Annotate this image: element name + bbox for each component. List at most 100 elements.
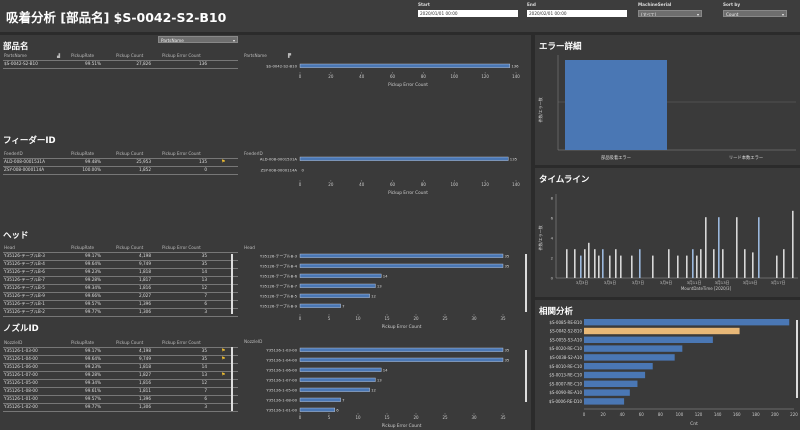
column-header[interactable]: Pickup Error Count	[162, 151, 201, 156]
table-row[interactable]: Y35126-テーブルB-2 99.77% 1,306 3	[3, 309, 238, 316]
table-row[interactable]: Y35126-テーブルB-9 99.66% 2,027 7	[3, 293, 238, 300]
cell: 13	[201, 277, 207, 282]
table-row[interactable]: Y35126-テーブルB-1 99.57% 1,396 6	[3, 301, 238, 308]
sort-icon[interactable]: ▟	[57, 53, 61, 58]
tick-label: 20	[413, 316, 419, 321]
divider	[3, 252, 238, 253]
x-axis-label: Pickup Error Count	[388, 190, 428, 196]
column-header[interactable]: Pickup Error Count	[162, 340, 201, 345]
cell: 99.34%	[85, 380, 101, 385]
table-row[interactable]: Y35126-テーブルB-6 99.23% 1,818 14	[3, 269, 238, 276]
column-header[interactable]: Pickup Count	[116, 340, 144, 345]
column-header[interactable]: Pickup Count	[116, 151, 144, 156]
cell: 12	[201, 380, 207, 385]
cell: 99.28%	[85, 277, 101, 282]
sort-icon[interactable]: ▛	[288, 53, 292, 58]
column-header[interactable]: NozzleID	[4, 340, 23, 345]
tick-label: 60	[639, 412, 645, 417]
category-label: Y35126-1-07-00	[266, 377, 297, 382]
cell: 4,198	[139, 348, 151, 353]
scrollbar[interactable]	[796, 320, 798, 398]
column-header[interactable]: Head	[4, 245, 15, 250]
divider	[3, 363, 238, 364]
timeline-chart: 件数/エラー数 0 2 4 6 8 3月3日 3月5日 3月7日 3月9日 3月11日 3月13日 3…	[537, 194, 798, 291]
data-label: 13	[377, 377, 382, 382]
tick-label: 30	[471, 316, 477, 321]
cell: 99.61%	[85, 388, 101, 393]
tick-label: 0	[583, 412, 586, 417]
table-row[interactable]: Y35126-1-02-00 99.77% 1,306 3	[3, 404, 238, 411]
column-header[interactable]: PickupRate	[71, 245, 95, 250]
cell: Y35126-1-05-00	[4, 380, 38, 385]
sort-by-select[interactable]: Count	[723, 10, 787, 17]
table-row[interactable]: ZSY-008-0000114A 100.00% 1,852 0	[3, 167, 238, 174]
table-row[interactable]: Y35126-1-04-00 99.64% 9,749 35 ⚑	[3, 356, 238, 363]
table-row[interactable]: Y35126-1-08-00 99.61% 1,811 7	[3, 388, 238, 395]
cell: 99.64%	[85, 261, 101, 266]
cell: 25,953	[136, 159, 151, 164]
category-label: $S-0013-RE-C10	[549, 373, 582, 378]
column-header[interactable]: PickupRate	[71, 340, 95, 345]
timeline-bar	[598, 255, 600, 278]
table-row[interactable]: Y35126-1-06-00 99.23% 1,818 14	[3, 364, 238, 371]
table-row[interactable]: $S-0042-S2-B10 99.51% 27,826 136	[3, 61, 238, 68]
table-row[interactable]: Y35126-テーブルB-4 99.64% 9,749 35	[3, 261, 238, 268]
column-header[interactable]: FeederID	[4, 151, 23, 156]
scrollbar[interactable]	[525, 350, 527, 402]
table-row[interactable]: Y35126-テーブルB-5 99.34% 1,816 12	[3, 285, 238, 292]
start-date-input[interactable]: 2020/01/01 00:00	[418, 10, 518, 17]
category-label: 部品吸着エラー	[601, 154, 631, 161]
y-axis-label: 件数/エラー数	[537, 97, 543, 122]
cell: 99.57%	[85, 301, 101, 306]
divider	[3, 276, 238, 277]
head-error-chart: Y35126-テーブルB-3 35 Y35126-テーブルB-4 35 Y35126-テ…	[260, 253, 510, 330]
table-row[interactable]: Y35126-1-07-00 99.28% 1,827 13 ⚑	[3, 372, 238, 379]
cell: 1,306	[139, 404, 151, 409]
cell: Y35126-1-08-00	[4, 388, 38, 393]
cell: Y35126-1-07-00	[4, 372, 38, 377]
x-axis-label: Pickup Error Count	[382, 423, 422, 429]
column-header[interactable]: Pickup Error Count	[162, 53, 201, 58]
table-row[interactable]: Y35126-1-01-00 99.57% 1,396 6	[3, 396, 238, 403]
scrollbar[interactable]	[231, 347, 233, 411]
divider	[3, 158, 238, 159]
divider	[3, 316, 238, 317]
table-row[interactable]: Y35126-1-05-00 99.34% 1,816 12	[3, 380, 238, 387]
data-label: 35	[505, 253, 510, 258]
timeline-bar	[602, 249, 604, 278]
cell: 1,852	[139, 167, 151, 172]
parts-dimension-select[interactable]: PartsName	[158, 36, 238, 43]
tick-label: 40	[620, 412, 626, 417]
cell: 99.28%	[85, 372, 101, 377]
timeline-bar	[588, 242, 590, 278]
column-header[interactable]: PickupRate	[71, 151, 95, 156]
timeline-bar	[696, 255, 698, 278]
nozzle-section-title: ノズルID	[3, 324, 39, 334]
scrollbar[interactable]	[525, 254, 527, 312]
category-label: ALD-008-0001531A	[260, 156, 298, 161]
y-axis-label: 件数/エラー数	[537, 225, 543, 250]
table-row[interactable]: Y35126-1-03-00 99.17% 4,198 35 ⚑	[3, 348, 238, 355]
column-header[interactable]: Pickup Error Count	[162, 245, 201, 250]
column-header[interactable]: Pickup Count	[116, 53, 144, 58]
machine-serial-select[interactable]: (すべて)	[638, 10, 702, 17]
tick-label: 3月7日	[632, 280, 645, 285]
table-row[interactable]: ALD-008-0001531A 99.48% 25,953 135 ⚑	[3, 159, 238, 166]
divider	[3, 387, 238, 388]
table-row[interactable]: Y35126-テーブルB-3 99.17% 4,198 35	[3, 253, 238, 260]
cell: 35	[201, 356, 207, 361]
timeline-bar	[692, 249, 694, 278]
correlation-chart: $S-0085-RE-B10 $S-0042-S2-B10 $S-0055-S3-A…	[549, 319, 798, 427]
tick-label: 60	[390, 182, 396, 187]
end-date-input[interactable]: 2020/02/01 00:00	[527, 10, 627, 17]
table-row[interactable]: Y35126-テーブルB-7 99.28% 1,817 13	[3, 277, 238, 284]
scrollbar[interactable]	[231, 254, 233, 314]
cell: 1,396	[139, 396, 151, 401]
category-label: Y35126-1-05-00	[266, 387, 297, 392]
tick-label: 40	[359, 182, 365, 187]
column-header[interactable]: PickupRate	[71, 53, 95, 58]
cell: 35	[201, 253, 207, 258]
column-header[interactable]: PartsName	[4, 53, 27, 58]
head-table: Head PickupRate Pickup Count Pickup Error C…	[3, 245, 238, 317]
column-header[interactable]: Pickup Count	[116, 245, 144, 250]
